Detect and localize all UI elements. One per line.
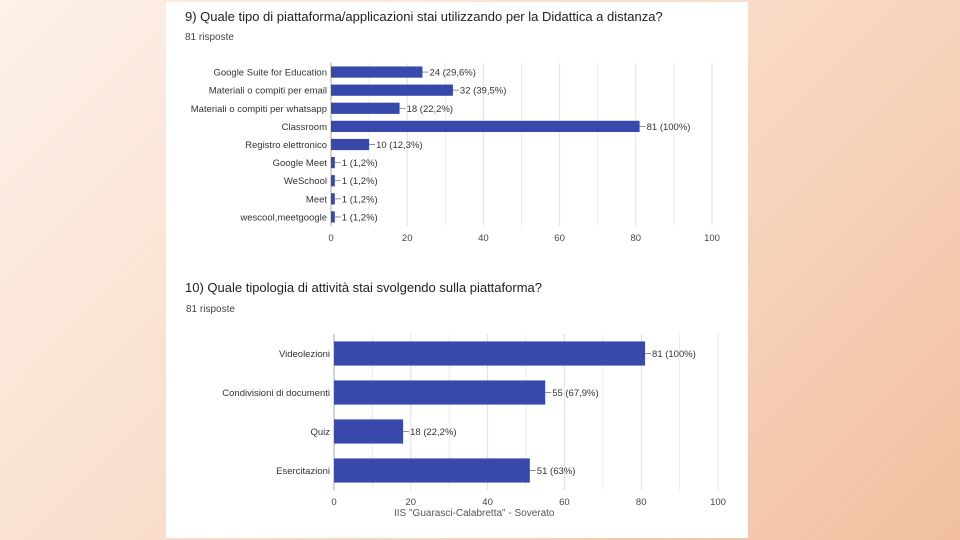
chart1-data-label: 10 (12,3%) [376, 140, 422, 151]
chart2-category-label: Quiz [310, 427, 330, 438]
chart1-x-tick-label: 20 [402, 233, 413, 244]
chart1-data-label: 1 (1,2%) [342, 194, 378, 205]
chart1-category-label: Materiali o compiti per email [209, 86, 327, 97]
chart2-category-label: Condivisioni di documenti [222, 388, 330, 399]
chart1-x-tick-label: 40 [478, 233, 489, 244]
chart1-data-label: 81 (100%) [647, 122, 691, 133]
footer-school-name: IIS "Guarasci-Calabretta" - Soverato [394, 508, 555, 519]
chart1-bar [331, 84, 453, 96]
chart1-x-tick-label: 80 [631, 233, 642, 244]
chart1-data-label: 32 (39,5%) [460, 86, 506, 97]
chart1-bar [331, 156, 335, 169]
chart1-bar [331, 193, 335, 205]
chart1-response-count: 81 risposte [185, 32, 234, 43]
chart1-title: 9) Quale tipo di piattaforma/applicazion… [185, 9, 663, 24]
chart2-category-label: Videolezioni [279, 349, 330, 360]
chart2-x-tick-label: 100 [710, 497, 726, 508]
chart1-x-tick-label: 60 [554, 233, 565, 244]
chart1-category-label: Classroom [282, 122, 327, 133]
chart1-bar [331, 211, 335, 223]
chart1-category-label: wescool,meetgoogle [239, 212, 327, 223]
slide-panel [166, 2, 748, 538]
chart2-x-tick-label: 80 [636, 497, 647, 508]
chart1-category-label: Google Meet [273, 158, 328, 169]
chart2-x-tick-label: 40 [482, 497, 493, 508]
chart1-x-tick-label: 100 [704, 233, 720, 244]
chart2-x-tick-label: 20 [406, 497, 417, 508]
chart2-category-label: Esercitazioni [276, 466, 330, 477]
chart2-title: 10) Quale tipologia di attività stai svo… [185, 280, 542, 295]
chart1-data-label: 1 (1,2%) [342, 212, 378, 223]
chart1-data-label: 1 (1,2%) [342, 158, 378, 169]
chart2-x-tick-label: 0 [331, 497, 336, 508]
chart1-x-tick-label: 0 [328, 233, 333, 244]
chart1-data-label: 24 (29,6%) [429, 68, 475, 79]
chart1-bar [331, 120, 640, 133]
chart1-bar [331, 102, 400, 114]
chart2-bar [334, 380, 546, 405]
chart1-bar [331, 138, 370, 151]
chart2-response-count: 81 risposte [186, 304, 235, 315]
chart1-bar [331, 66, 423, 78]
chart1-category-label: WeSchool [284, 176, 327, 187]
chart2-x-tick-label: 60 [559, 497, 570, 508]
chart1-bar [331, 175, 335, 187]
chart1-category-label: Google Suite for Education [213, 68, 327, 79]
chart2-bar [334, 458, 530, 483]
chart2-bar [334, 341, 646, 366]
chart1-data-label: 1 (1,2%) [342, 176, 378, 187]
chart1-data-label: 18 (22,2%) [407, 104, 453, 115]
chart1-category-label: Registro elettronico [245, 140, 327, 151]
chart2-data-label: 55 (67,9%) [552, 388, 598, 399]
chart1-category-label: Materiali o compiti per whatsapp [191, 104, 327, 115]
chart2-data-label: 51 (63%) [537, 466, 576, 477]
chart2-data-label: 18 (22,2%) [410, 427, 456, 438]
chart2-data-label: 81 (100%) [652, 349, 696, 360]
chart2-bar [334, 419, 404, 444]
chart1-category-label: Meet [306, 194, 327, 205]
